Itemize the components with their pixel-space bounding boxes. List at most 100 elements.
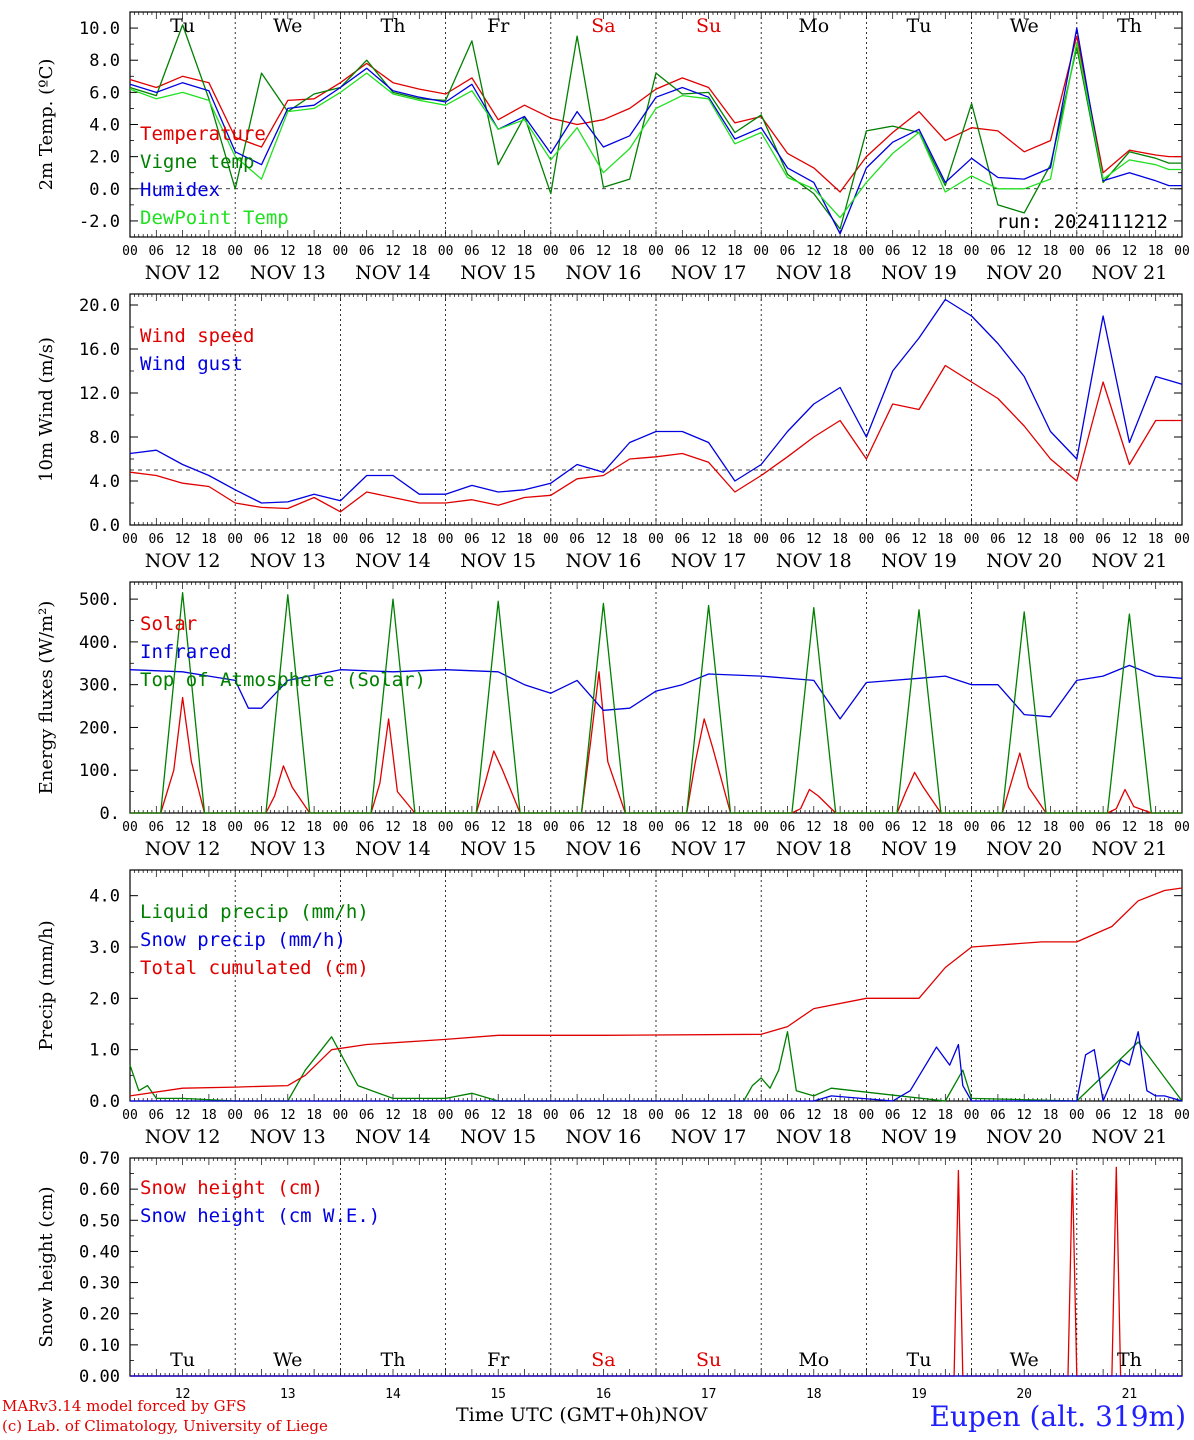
- date-label: NOV 17: [671, 1126, 747, 1148]
- y-tick-label: 10.0: [79, 19, 120, 39]
- date-label: NOV 15: [460, 1126, 536, 1148]
- hour-label: 18: [727, 244, 743, 259]
- y-tick-label: 4.0: [89, 472, 120, 492]
- date-label: NOV 21: [1091, 262, 1167, 284]
- hour-label: 06: [359, 532, 375, 547]
- day-name-bottom: Fr: [487, 1349, 510, 1371]
- hour-label: 18: [517, 244, 533, 259]
- date-label: NOV 12: [145, 838, 221, 860]
- hour-label: 18: [306, 532, 322, 547]
- hour-label: 18: [832, 532, 848, 547]
- hour-label: 00: [122, 244, 138, 259]
- day-number: 13: [280, 1387, 296, 1402]
- y-axis-label: Energy fluxes (W/m²): [36, 601, 57, 795]
- y-tick-label: 1.0: [89, 1041, 120, 1061]
- hour-label: 12: [385, 820, 401, 835]
- day-name-bottom: Th: [381, 1349, 406, 1371]
- hour-label: 06: [254, 244, 270, 259]
- day-name: Tu: [907, 15, 932, 37]
- date-label: NOV 14: [355, 838, 431, 860]
- y-tick-label: 2.0: [89, 989, 120, 1009]
- hour-label: 12: [1122, 820, 1138, 835]
- y-tick-label: 0.10: [79, 1336, 120, 1356]
- day-name-bottom: Mo: [798, 1349, 829, 1371]
- hour-label: 18: [201, 532, 217, 547]
- y-tick-label: 0.0: [89, 1092, 120, 1112]
- legend-entry: Top of Atmosphere (Solar): [140, 669, 426, 691]
- hour-label: 18: [1148, 244, 1164, 259]
- date-label: NOV 18: [776, 262, 852, 284]
- hour-label: 00: [543, 532, 559, 547]
- hour-label: 00: [648, 244, 664, 259]
- date-label: NOV 19: [881, 262, 957, 284]
- date-label: NOV 20: [986, 550, 1062, 572]
- day-number: 16: [596, 1387, 612, 1402]
- hour-label: 00: [964, 1108, 980, 1123]
- y-tick-label: 100.: [79, 761, 120, 781]
- hour-label: 18: [1043, 244, 1059, 259]
- hour-label: 18: [937, 532, 953, 547]
- hour-label: 06: [359, 820, 375, 835]
- hour-label: 06: [674, 1108, 690, 1123]
- legend-entry: Solar: [140, 613, 197, 635]
- hour-label: 12: [701, 1108, 717, 1123]
- date-label: NOV 13: [250, 262, 326, 284]
- hour-label: 12: [701, 244, 717, 259]
- series-line-blue: [129, 298, 1183, 504]
- hour-label: 12: [596, 532, 612, 547]
- date-label: NOV 12: [145, 550, 221, 572]
- hour-label: 00: [227, 1108, 243, 1123]
- day-name: We: [273, 15, 302, 37]
- hour-label: 06: [148, 820, 164, 835]
- legend-entry: Infrared: [140, 641, 232, 663]
- day-name: Fr: [487, 15, 510, 37]
- date-label: NOV 14: [355, 1126, 431, 1148]
- hour-label: 00: [543, 244, 559, 259]
- hour-label: 00: [648, 532, 664, 547]
- hour-label: 00: [753, 532, 769, 547]
- hour-label: 06: [359, 1108, 375, 1123]
- hour-label: 12: [280, 532, 296, 547]
- hour-label: 18: [832, 1108, 848, 1123]
- day-name-bottom: We: [273, 1349, 302, 1371]
- date-label: NOV 14: [355, 550, 431, 572]
- hour-label: 12: [175, 244, 191, 259]
- hour-label: 18: [306, 244, 322, 259]
- hour-label: 06: [569, 244, 585, 259]
- hour-label: 06: [359, 244, 375, 259]
- hour-label: 00: [227, 532, 243, 547]
- hour-label: 00: [1069, 1108, 1085, 1123]
- hour-label: 00: [122, 532, 138, 547]
- hour-label: 18: [517, 532, 533, 547]
- date-label: NOV 14: [355, 262, 431, 284]
- hour-label: 00: [122, 1108, 138, 1123]
- date-label: NOV 17: [671, 262, 747, 284]
- hour-label: 00: [753, 244, 769, 259]
- hour-label: 18: [411, 820, 427, 835]
- day-number: 15: [490, 1387, 506, 1402]
- hour-label: 06: [148, 1108, 164, 1123]
- y-tick-label: 20.0: [79, 296, 120, 316]
- legend-entry: Snow precip (mm/h): [140, 929, 346, 951]
- hour-label: 00: [1174, 244, 1190, 259]
- time-axis-label: Time UTC (GMT+0h)NOV: [456, 1404, 707, 1426]
- hour-label: 12: [911, 820, 927, 835]
- y-axis-label: Snow height (cm): [36, 1186, 57, 1347]
- y-tick-label: 2.0: [89, 148, 120, 168]
- hour-label: 18: [832, 820, 848, 835]
- hour-label: 12: [701, 820, 717, 835]
- y-tick-label: 0.70: [79, 1149, 120, 1169]
- hour-label: 12: [490, 820, 506, 835]
- hour-label: 00: [859, 820, 875, 835]
- date-label: NOV 19: [881, 1126, 957, 1148]
- hour-label: 06: [1095, 1108, 1111, 1123]
- hour-label: 18: [727, 1108, 743, 1123]
- series-line-green: [130, 592, 1182, 814]
- y-axis-label: 10m Wind (m/s): [36, 337, 57, 482]
- hour-label: 06: [1095, 820, 1111, 835]
- legend-entry: Wind speed: [140, 325, 254, 347]
- hour-label: 18: [622, 820, 638, 835]
- day-number: 18: [806, 1387, 822, 1402]
- hour-label: 12: [1122, 244, 1138, 259]
